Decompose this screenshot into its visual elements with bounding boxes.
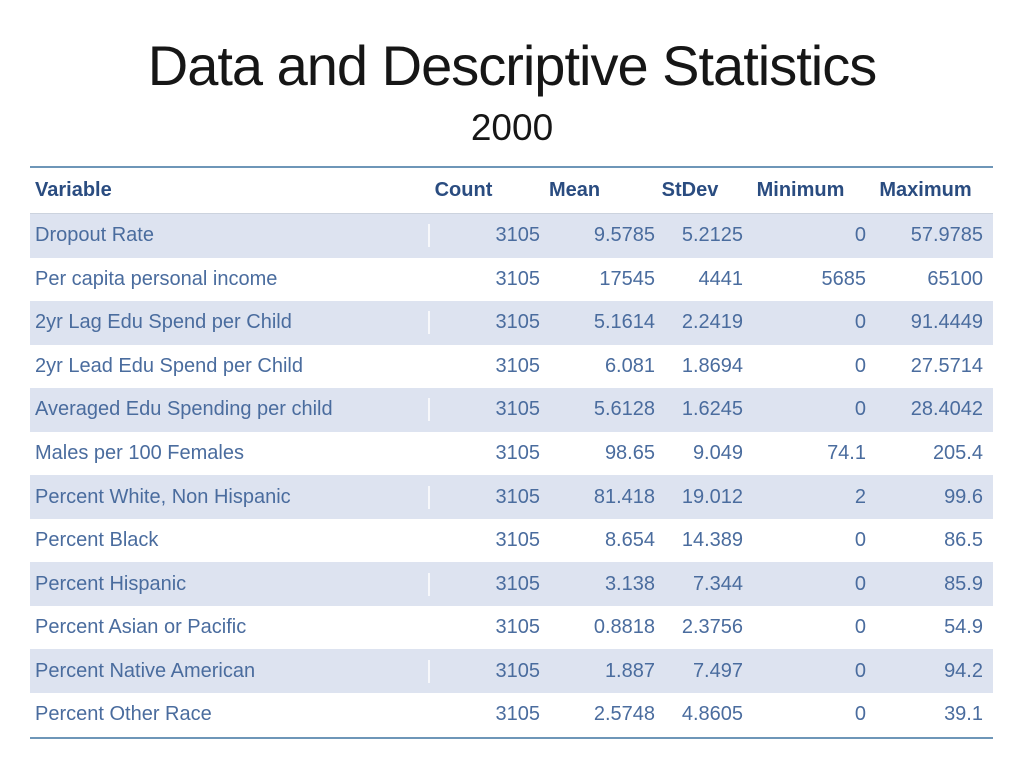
cell-variable: 2yr Lead Edu Spend per Child	[35, 354, 303, 377]
cell-minimum: 0	[854, 572, 866, 595]
slide-title: Data and Descriptive Statistics	[147, 34, 877, 97]
table-row: Averaged Edu Spending per child 3105 5.612…	[30, 388, 993, 432]
cell-stdev: 1.8694	[681, 354, 743, 377]
table-header-row: Variable Count Mean StDev Minimum Maximu…	[30, 168, 993, 214]
column-header-count: Count	[434, 179, 493, 201]
cell-maximum: 57.9785	[910, 224, 983, 247]
cell-stdev: 2.3756	[681, 616, 743, 639]
cell-count: 3105	[495, 659, 541, 682]
cell-maximum: 27.5714	[910, 354, 983, 377]
table-row: Percent White, Non Hispanic 3105 81.418 19.…	[30, 475, 993, 519]
cell-variable: Percent White, Non Hispanic	[30, 485, 430, 509]
cell-mean: 6.081	[604, 354, 655, 377]
cell-stdev: 5.2125	[681, 224, 743, 247]
cell-mean: 98.65	[604, 442, 655, 464]
cell-mean: 5.6128	[593, 398, 655, 421]
table-row: Percent Hispanic 3105 3.138 7.344 0 85.9	[30, 562, 993, 606]
slide-subtitle: 2000	[470, 107, 554, 148]
cell-stdev: 4.8605	[681, 703, 743, 726]
cell-variable: Percent Other Race	[35, 703, 212, 726]
column-header-stdev: StDev	[661, 179, 719, 201]
cell-variable: Percent Native American	[30, 659, 430, 683]
cell-minimum: 0	[854, 354, 866, 377]
cell-mean: 3.138	[604, 572, 655, 595]
cell-maximum: 99.6	[944, 485, 983, 508]
cell-maximum: 205.4	[932, 442, 983, 464]
cell-mean: 2.5748	[593, 703, 655, 726]
cell-stdev: 14.389	[681, 529, 743, 552]
table-row: Percent Black 3105 8.654 14.389 0 86.5	[30, 518, 993, 563]
table-row: 2yr Lead Edu Spend per Child 3105 6.081 1.8…	[30, 344, 993, 389]
column-header-minimum: Minimum	[756, 179, 845, 201]
table-row: 2yr Lag Edu Spend per Child 3105 5.1614 2.2…	[30, 301, 993, 345]
cell-minimum: 74.1	[827, 442, 866, 464]
cell-stdev: 4441	[698, 267, 744, 290]
cell-count: 3105	[495, 529, 541, 552]
cell-variable: Averaged Edu Spending per child	[30, 398, 430, 422]
cell-count: 3105	[495, 398, 541, 421]
cell-variable: Percent Hispanic	[30, 572, 430, 596]
table-row: Percent Native American 3105 1.887 7.497 0 94…	[30, 649, 993, 694]
cell-mean: 5.1614	[593, 311, 655, 334]
cell-count: 3105	[495, 224, 541, 247]
cell-variable: Per capita personal income	[35, 267, 278, 290]
cell-minimum: 0	[854, 616, 866, 639]
cell-mean: 0.8818	[593, 616, 655, 639]
cell-mean: 9.5785	[593, 224, 655, 247]
cell-stdev: 19.012	[681, 485, 743, 508]
column-header-mean: Mean	[548, 179, 601, 201]
cell-count: 3105	[495, 703, 541, 726]
cell-count: 3105	[495, 354, 541, 377]
column-header-maximum: Maximum	[879, 179, 972, 201]
cell-stdev: 9.049	[692, 442, 743, 464]
cell-stdev: 7.344	[692, 572, 743, 595]
cell-count: 3105	[495, 485, 541, 508]
table-row: Dropout Rate 3105 9.5785 5.2125 0 57.9785	[30, 214, 993, 258]
cell-count: 3105	[495, 267, 541, 290]
cell-variable: Dropout Rate	[30, 224, 430, 248]
cell-maximum: 28.4042	[910, 398, 983, 421]
table-row: Per capita personal income 3105 17545 4441 5…	[30, 257, 993, 302]
cell-variable: 2yr Lag Edu Spend per Child	[30, 311, 430, 335]
cell-count: 3105	[495, 572, 541, 595]
cell-variable: Percent Black	[35, 529, 159, 552]
cell-stdev: 7.497	[692, 659, 743, 682]
cell-minimum: 0	[854, 703, 866, 726]
cell-maximum: 54.9	[944, 616, 983, 639]
cell-mean: 8.654	[604, 529, 655, 552]
table-row: Males per 100 Females 3105 98.65 9.049 74.1 2…	[30, 431, 993, 476]
cell-mean: 17545	[599, 267, 655, 290]
cell-minimum: 2	[854, 485, 866, 508]
cell-stdev: 1.6245	[681, 398, 743, 421]
cell-variable: Males per 100 Females	[35, 442, 244, 464]
cell-maximum: 94.2	[944, 659, 983, 682]
cell-maximum: 39.1	[944, 703, 983, 726]
table-row: Percent Asian or Pacific 3105 0.8818 2.3756…	[30, 605, 993, 650]
cell-variable: Percent Asian or Pacific	[35, 616, 247, 639]
stats-table: Variable Count Mean StDev Minimum Maximu…	[30, 166, 993, 739]
cell-minimum: 0	[854, 224, 866, 247]
cell-mean: 81.418	[593, 485, 655, 508]
column-header-variable: Variable	[35, 179, 112, 201]
cell-maximum: 86.5	[944, 529, 983, 552]
cell-maximum: 85.9	[944, 572, 983, 595]
table-row: Percent Other Race 3105 2.5748 4.8605 0 39.1	[30, 693, 993, 737]
cell-maximum: 65100	[927, 267, 983, 290]
cell-minimum: 5685	[821, 267, 867, 290]
cell-minimum: 0	[854, 398, 866, 421]
cell-count: 3105	[495, 616, 541, 639]
table-body: Dropout Rate 3105 9.5785 5.2125 0 57.9785 Per …	[30, 214, 993, 737]
cell-minimum: 0	[854, 311, 866, 334]
cell-count: 3105	[495, 442, 541, 464]
cell-maximum: 91.4449	[910, 311, 983, 334]
cell-mean: 1.887	[604, 659, 655, 682]
cell-stdev: 2.2419	[681, 311, 743, 334]
cell-count: 3105	[495, 311, 541, 334]
cell-minimum: 0	[854, 659, 866, 682]
cell-minimum: 0	[854, 529, 866, 552]
